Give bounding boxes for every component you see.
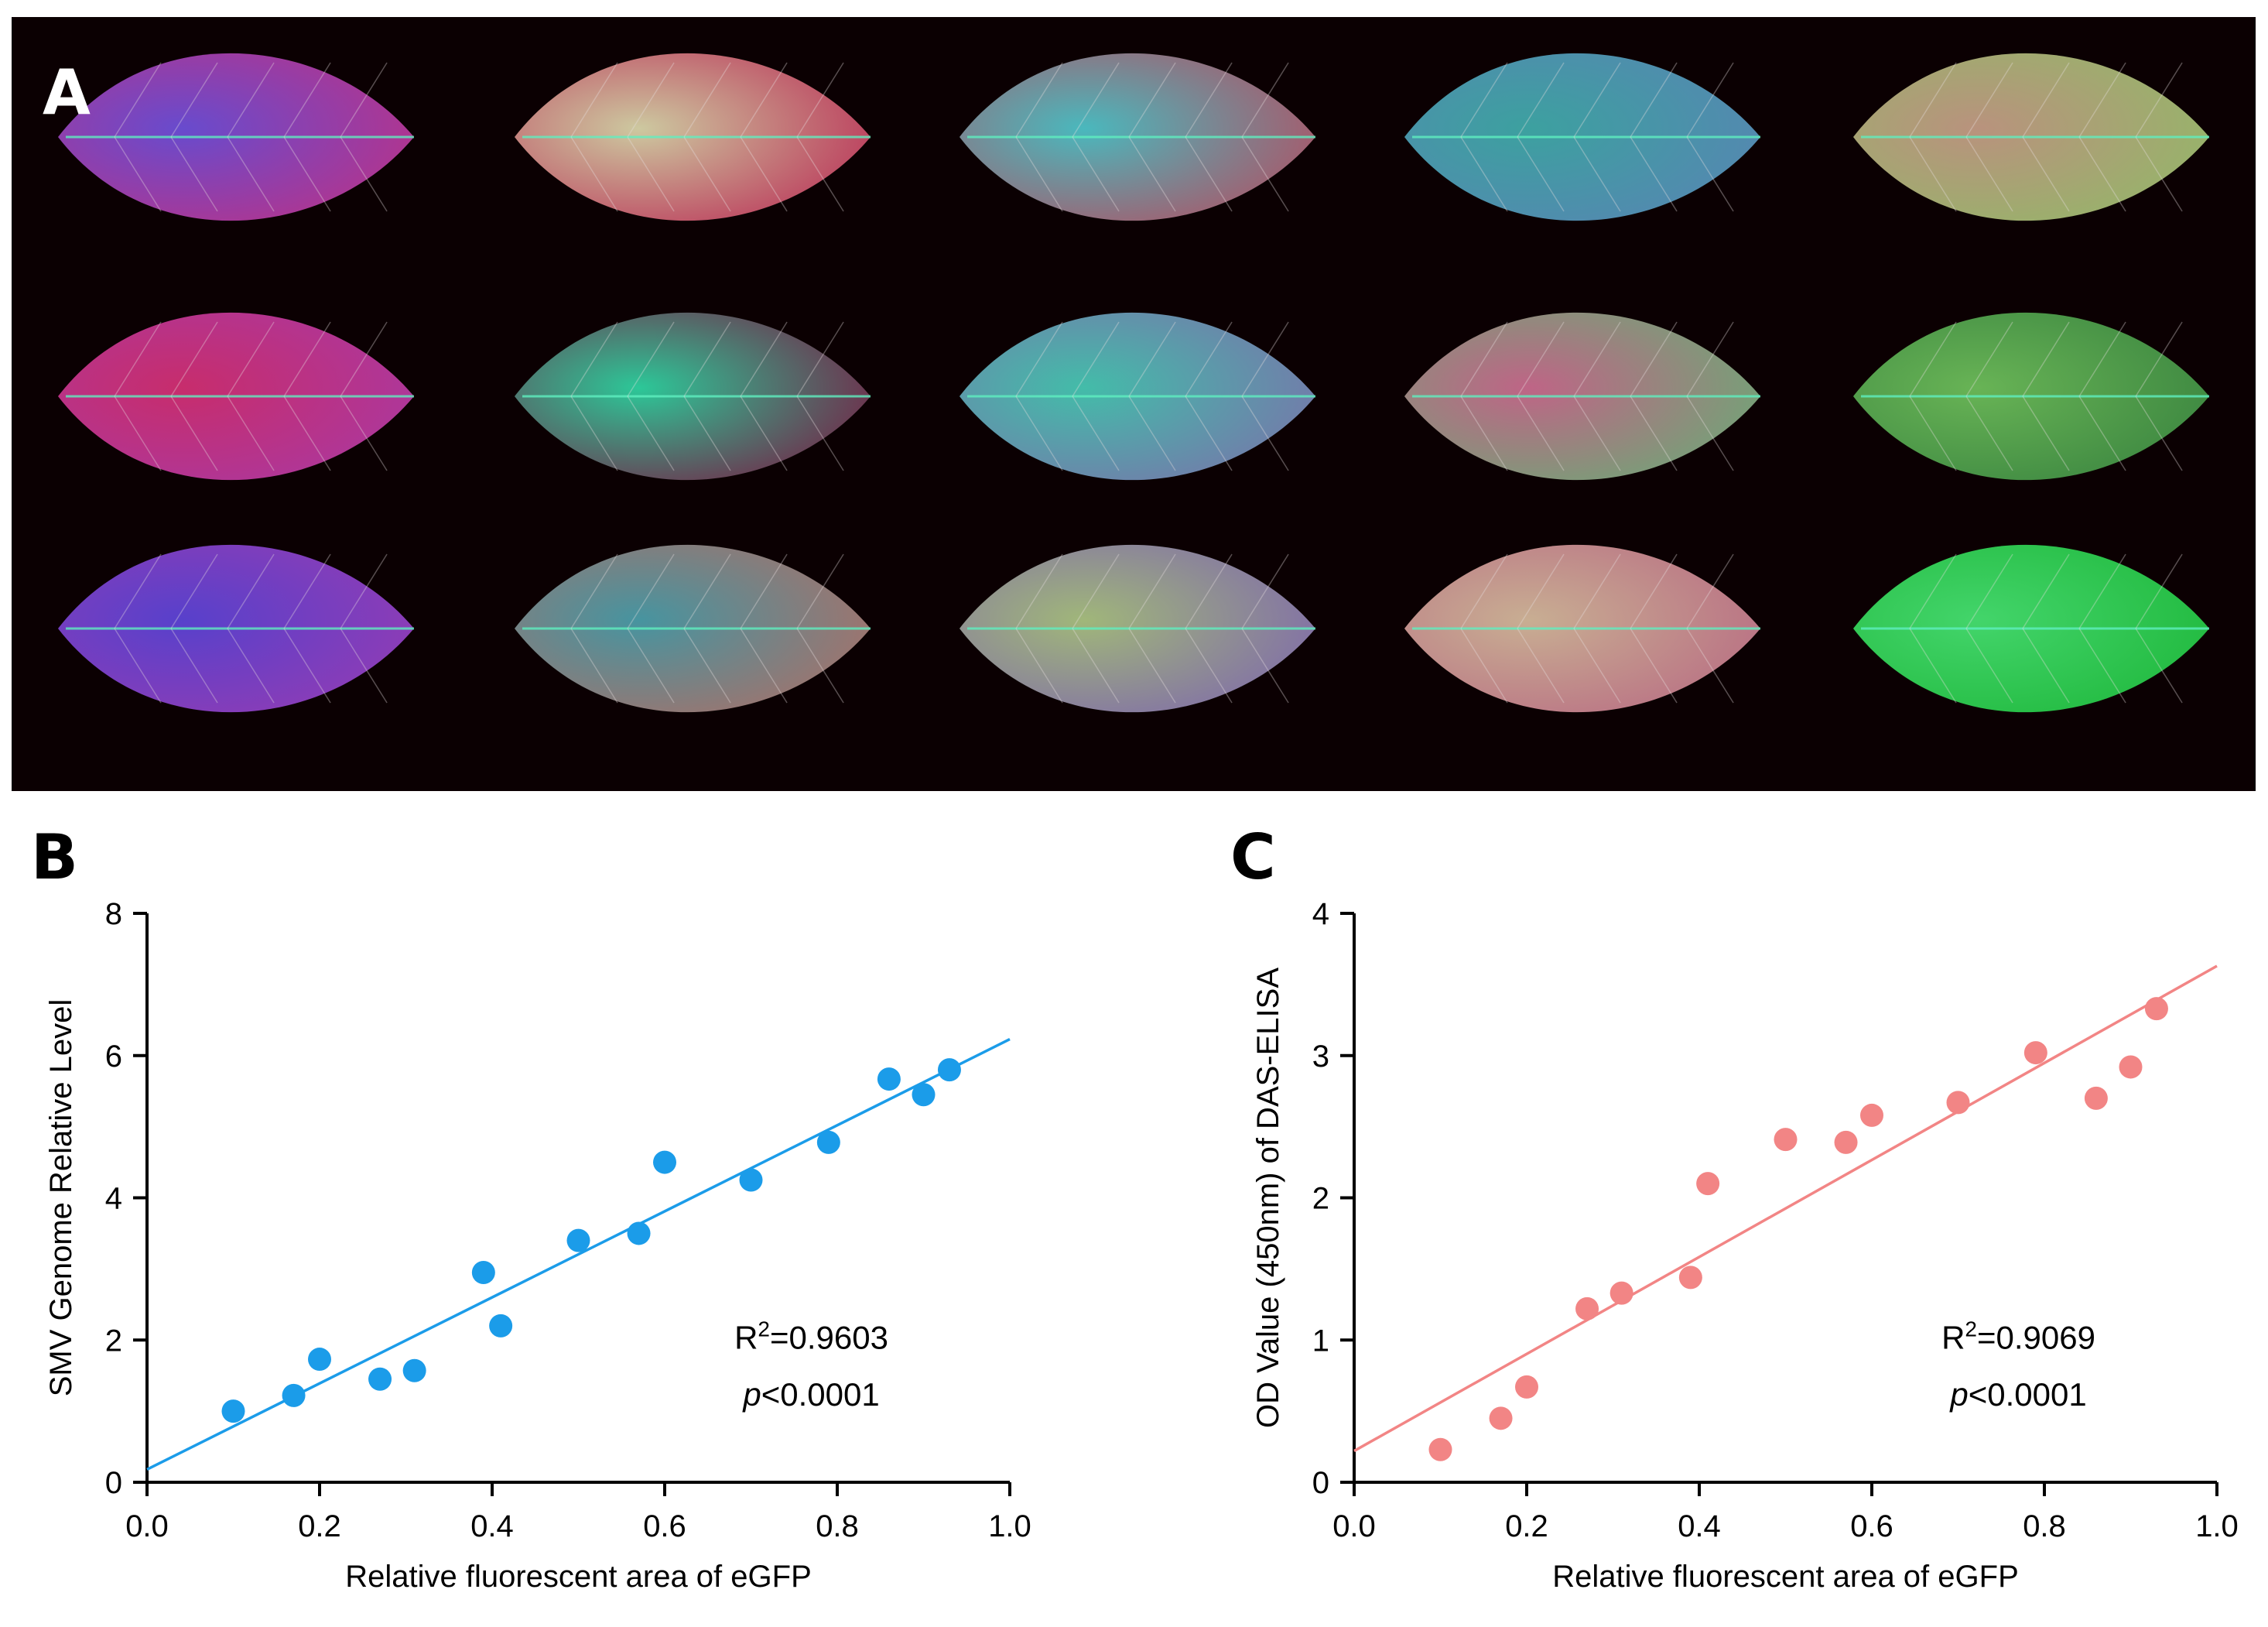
panel-label-b: B <box>31 821 78 893</box>
r2-value: =0.9603 <box>770 1319 888 1355</box>
r2-superscript: 2 <box>1965 1317 1977 1341</box>
leaf-image <box>515 544 871 713</box>
y-tick-label: 1 <box>1312 1324 1329 1358</box>
r2-prefix: R <box>734 1319 758 1355</box>
x-tick-label: 0.8 <box>816 1509 859 1543</box>
data-point <box>1774 1128 1798 1152</box>
p-value: <0.0001 <box>761 1376 880 1413</box>
data-point <box>653 1150 676 1174</box>
r-squared-annotation: R2=0.9069 <box>1941 1317 2095 1355</box>
leaf-image <box>1853 312 2209 481</box>
leaf-image <box>515 312 871 481</box>
data-point <box>912 1083 936 1107</box>
x-tick-label: 0.4 <box>470 1509 514 1543</box>
data-point <box>2119 1055 2143 1079</box>
p-symbol: p <box>1948 1376 1968 1413</box>
data-points <box>1428 997 2168 1461</box>
r-squared-annotation: R2=0.9603 <box>734 1317 888 1355</box>
leaf-image <box>58 53 414 221</box>
y-axis-title: SMV Genome Relative Level <box>44 999 78 1397</box>
y-tick-label: 3 <box>1312 1040 1329 1074</box>
x-tick-label: 0.2 <box>298 1509 341 1543</box>
leaf-image <box>1853 53 2209 221</box>
data-point <box>816 1130 840 1154</box>
p-symbol: p <box>741 1376 761 1413</box>
scatter-chart-b: 0.0 0.2 0.4 0.6 0.8 1.0 0 2 4 6 8 Relative fluoresc… <box>44 897 1031 1594</box>
data-point <box>877 1067 901 1091</box>
data-point <box>739 1168 763 1192</box>
regression-line <box>146 1038 1011 1471</box>
data-point <box>1696 1172 1720 1196</box>
x-tick-label: 0.0 <box>125 1509 169 1543</box>
axes: 0.0 0.2 0.4 0.6 0.8 1.0 0 2 4 6 8 <box>105 897 1031 1543</box>
data-point <box>1489 1406 1513 1430</box>
data-point <box>1860 1103 1883 1127</box>
regression-line <box>1353 964 2218 1453</box>
x-tick-label: 0.2 <box>1505 1509 1548 1543</box>
x-tick-label: 0.4 <box>1678 1509 1721 1543</box>
data-point <box>489 1314 513 1338</box>
y-tick-label: 0 <box>105 1466 122 1500</box>
y-tick-label: 6 <box>105 1040 122 1074</box>
y-tick-label: 4 <box>105 1182 122 1216</box>
data-points <box>221 1058 961 1423</box>
p-value-annotation: p<0.0001 <box>741 1376 879 1413</box>
p-value-annotation: p<0.0001 <box>1948 1376 2086 1413</box>
data-point <box>1515 1375 1538 1399</box>
data-point <box>221 1399 245 1423</box>
y-tick-label: 0 <box>1312 1466 1329 1500</box>
y-tick-label: 2 <box>105 1324 122 1358</box>
x-tick-label: 0.0 <box>1332 1509 1376 1543</box>
scatter-chart-c: 0.0 0.2 0.4 0.6 0.8 1.0 0 1 2 3 4 Relative fluoresc… <box>1251 897 2239 1594</box>
r2-prefix: R <box>1941 1319 1965 1355</box>
data-point <box>1946 1091 1970 1115</box>
x-axis-title: Relative fluorescent area of eGFP <box>1552 1560 2019 1594</box>
x-tick-label: 0.8 <box>2023 1509 2066 1543</box>
data-point <box>1609 1281 1633 1305</box>
leaf-image <box>1404 312 1760 481</box>
axes: 0.0 0.2 0.4 0.6 0.8 1.0 0 1 2 3 4 <box>1312 897 2239 1543</box>
data-point <box>2144 997 2168 1021</box>
leaf-image <box>515 53 871 221</box>
data-point <box>1575 1296 1599 1320</box>
data-point <box>1834 1130 1858 1154</box>
p-value: <0.0001 <box>1969 1376 2087 1413</box>
leaf-image <box>960 544 1315 713</box>
y-axis-title: OD Value (450nm) of DAS-ELISA <box>1251 968 1285 1428</box>
x-tick-label: 1.0 <box>988 1509 1031 1543</box>
data-point <box>2023 1041 2047 1065</box>
x-tick-label: 0.6 <box>643 1509 686 1543</box>
data-point <box>402 1358 426 1382</box>
data-point <box>471 1260 495 1284</box>
leaf-photo-grid <box>58 53 2209 713</box>
x-tick-label: 1.0 <box>2195 1509 2239 1543</box>
leaf-image <box>1404 53 1760 221</box>
leaf-image <box>960 53 1315 221</box>
leaf-image <box>1853 544 2209 713</box>
leaf-image <box>58 544 414 713</box>
leaf-image <box>960 312 1315 481</box>
r2-value: =0.9069 <box>1977 1319 2095 1355</box>
x-tick-label: 0.6 <box>1850 1509 1893 1543</box>
data-point <box>282 1383 306 1407</box>
data-point <box>368 1367 392 1391</box>
y-tick-label: 2 <box>1312 1182 1329 1216</box>
data-point <box>627 1221 651 1245</box>
y-tick-label: 8 <box>105 897 122 931</box>
x-axis-title: Relative fluorescent area of eGFP <box>345 1560 812 1594</box>
leaf-image <box>58 312 414 481</box>
leaf-image <box>1404 544 1760 713</box>
data-point <box>937 1058 961 1082</box>
data-point <box>566 1228 590 1252</box>
r2-superscript: 2 <box>758 1317 770 1341</box>
data-point <box>1678 1266 1702 1290</box>
panel-label-c: C <box>1230 821 1276 893</box>
y-tick-label: 4 <box>1312 897 1329 931</box>
panel-label-a: A <box>43 57 91 128</box>
data-point <box>1428 1437 1452 1461</box>
data-point <box>2084 1086 2108 1110</box>
data-point <box>308 1348 331 1372</box>
leaf-fluorescence-photo: A <box>12 17 2256 791</box>
